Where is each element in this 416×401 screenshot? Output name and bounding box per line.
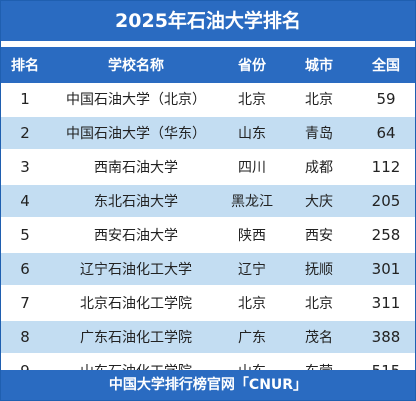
- city-cell: 北京: [305, 296, 333, 312]
- footer-source: 中国大学排行榜官网「CNUR」: [1, 370, 415, 400]
- column-header-rank: 排名: [11, 58, 39, 74]
- national-cell: 59: [376, 90, 396, 108]
- province-cell: 四川: [238, 160, 266, 176]
- national-cell: 205: [371, 192, 401, 210]
- rank-cell: 3: [20, 158, 30, 176]
- rank-cell: 2: [20, 124, 30, 142]
- table-header: 排名 学校名称 省份 城市 全国: [1, 47, 415, 83]
- rank-cell: 8: [20, 328, 30, 346]
- page-title: 2025年石油大学排名: [1, 1, 415, 41]
- table-row: 7 北京石油化工学院 北京 北京 311: [1, 287, 415, 321]
- table-row: 1 中国石油大学（北京） 北京 北京 59: [1, 83, 415, 117]
- province-cell: 广东: [238, 330, 266, 346]
- city-cell: 西安: [305, 228, 333, 244]
- table-row: 8 广东石油化工学院 广东 茂名 388: [1, 321, 415, 355]
- province-cell: 山东: [238, 126, 266, 142]
- table-row: 6 辽宁石油化工大学 辽宁 抚顺 301: [1, 253, 415, 287]
- rank-cell: 4: [20, 192, 30, 210]
- national-cell: 112: [371, 158, 401, 176]
- city-cell: 大庆: [305, 194, 333, 210]
- school-cell: 广东石油化工学院: [80, 330, 192, 346]
- school-cell: 西南石油大学: [94, 160, 178, 176]
- city-cell: 抚顺: [305, 262, 333, 278]
- column-header-national: 全国: [372, 58, 400, 74]
- table-row: 2 中国石油大学（华东） 山东 青岛 64: [1, 117, 415, 151]
- city-cell: 茂名: [305, 330, 333, 346]
- city-cell: 成都: [305, 160, 333, 176]
- national-cell: 64: [376, 124, 396, 142]
- table-body: 1 中国石油大学（北京） 北京 北京 59 2 中国石油大学（华东） 山东 青岛…: [1, 83, 415, 389]
- column-header-school: 学校名称: [108, 58, 164, 74]
- school-cell: 西安石油大学: [94, 228, 178, 244]
- table-row: 5 西安石油大学 陕西 西安 258: [1, 219, 415, 253]
- school-cell: 北京石油化工学院: [80, 296, 192, 312]
- province-cell: 北京: [238, 296, 266, 312]
- column-header-city: 城市: [305, 58, 333, 74]
- city-cell: 北京: [305, 92, 333, 108]
- rank-cell: 5: [20, 226, 30, 244]
- province-cell: 北京: [238, 92, 266, 108]
- national-cell: 388: [371, 328, 401, 346]
- city-cell: 青岛: [305, 126, 333, 142]
- table-row: 3 西南石油大学 四川 成都 112: [1, 151, 415, 185]
- school-cell: 中国石油大学（北京）: [66, 92, 206, 108]
- national-cell: 311: [371, 294, 401, 312]
- rank-cell: 6: [20, 260, 30, 278]
- province-cell: 陕西: [238, 228, 266, 244]
- table-row: 4 东北石油大学 黑龙江 大庆 205: [1, 185, 415, 219]
- rank-cell: 7: [20, 294, 30, 312]
- school-cell: 东北石油大学: [94, 194, 178, 210]
- province-cell: 黑龙江: [231, 194, 273, 210]
- school-cell: 辽宁石油化工大学: [80, 262, 192, 278]
- national-cell: 301: [371, 260, 401, 278]
- school-cell: 中国石油大学（华东）: [66, 126, 206, 142]
- column-header-province: 省份: [238, 58, 266, 74]
- province-cell: 辽宁: [238, 262, 266, 278]
- rank-cell: 1: [20, 90, 30, 108]
- national-cell: 258: [371, 226, 401, 244]
